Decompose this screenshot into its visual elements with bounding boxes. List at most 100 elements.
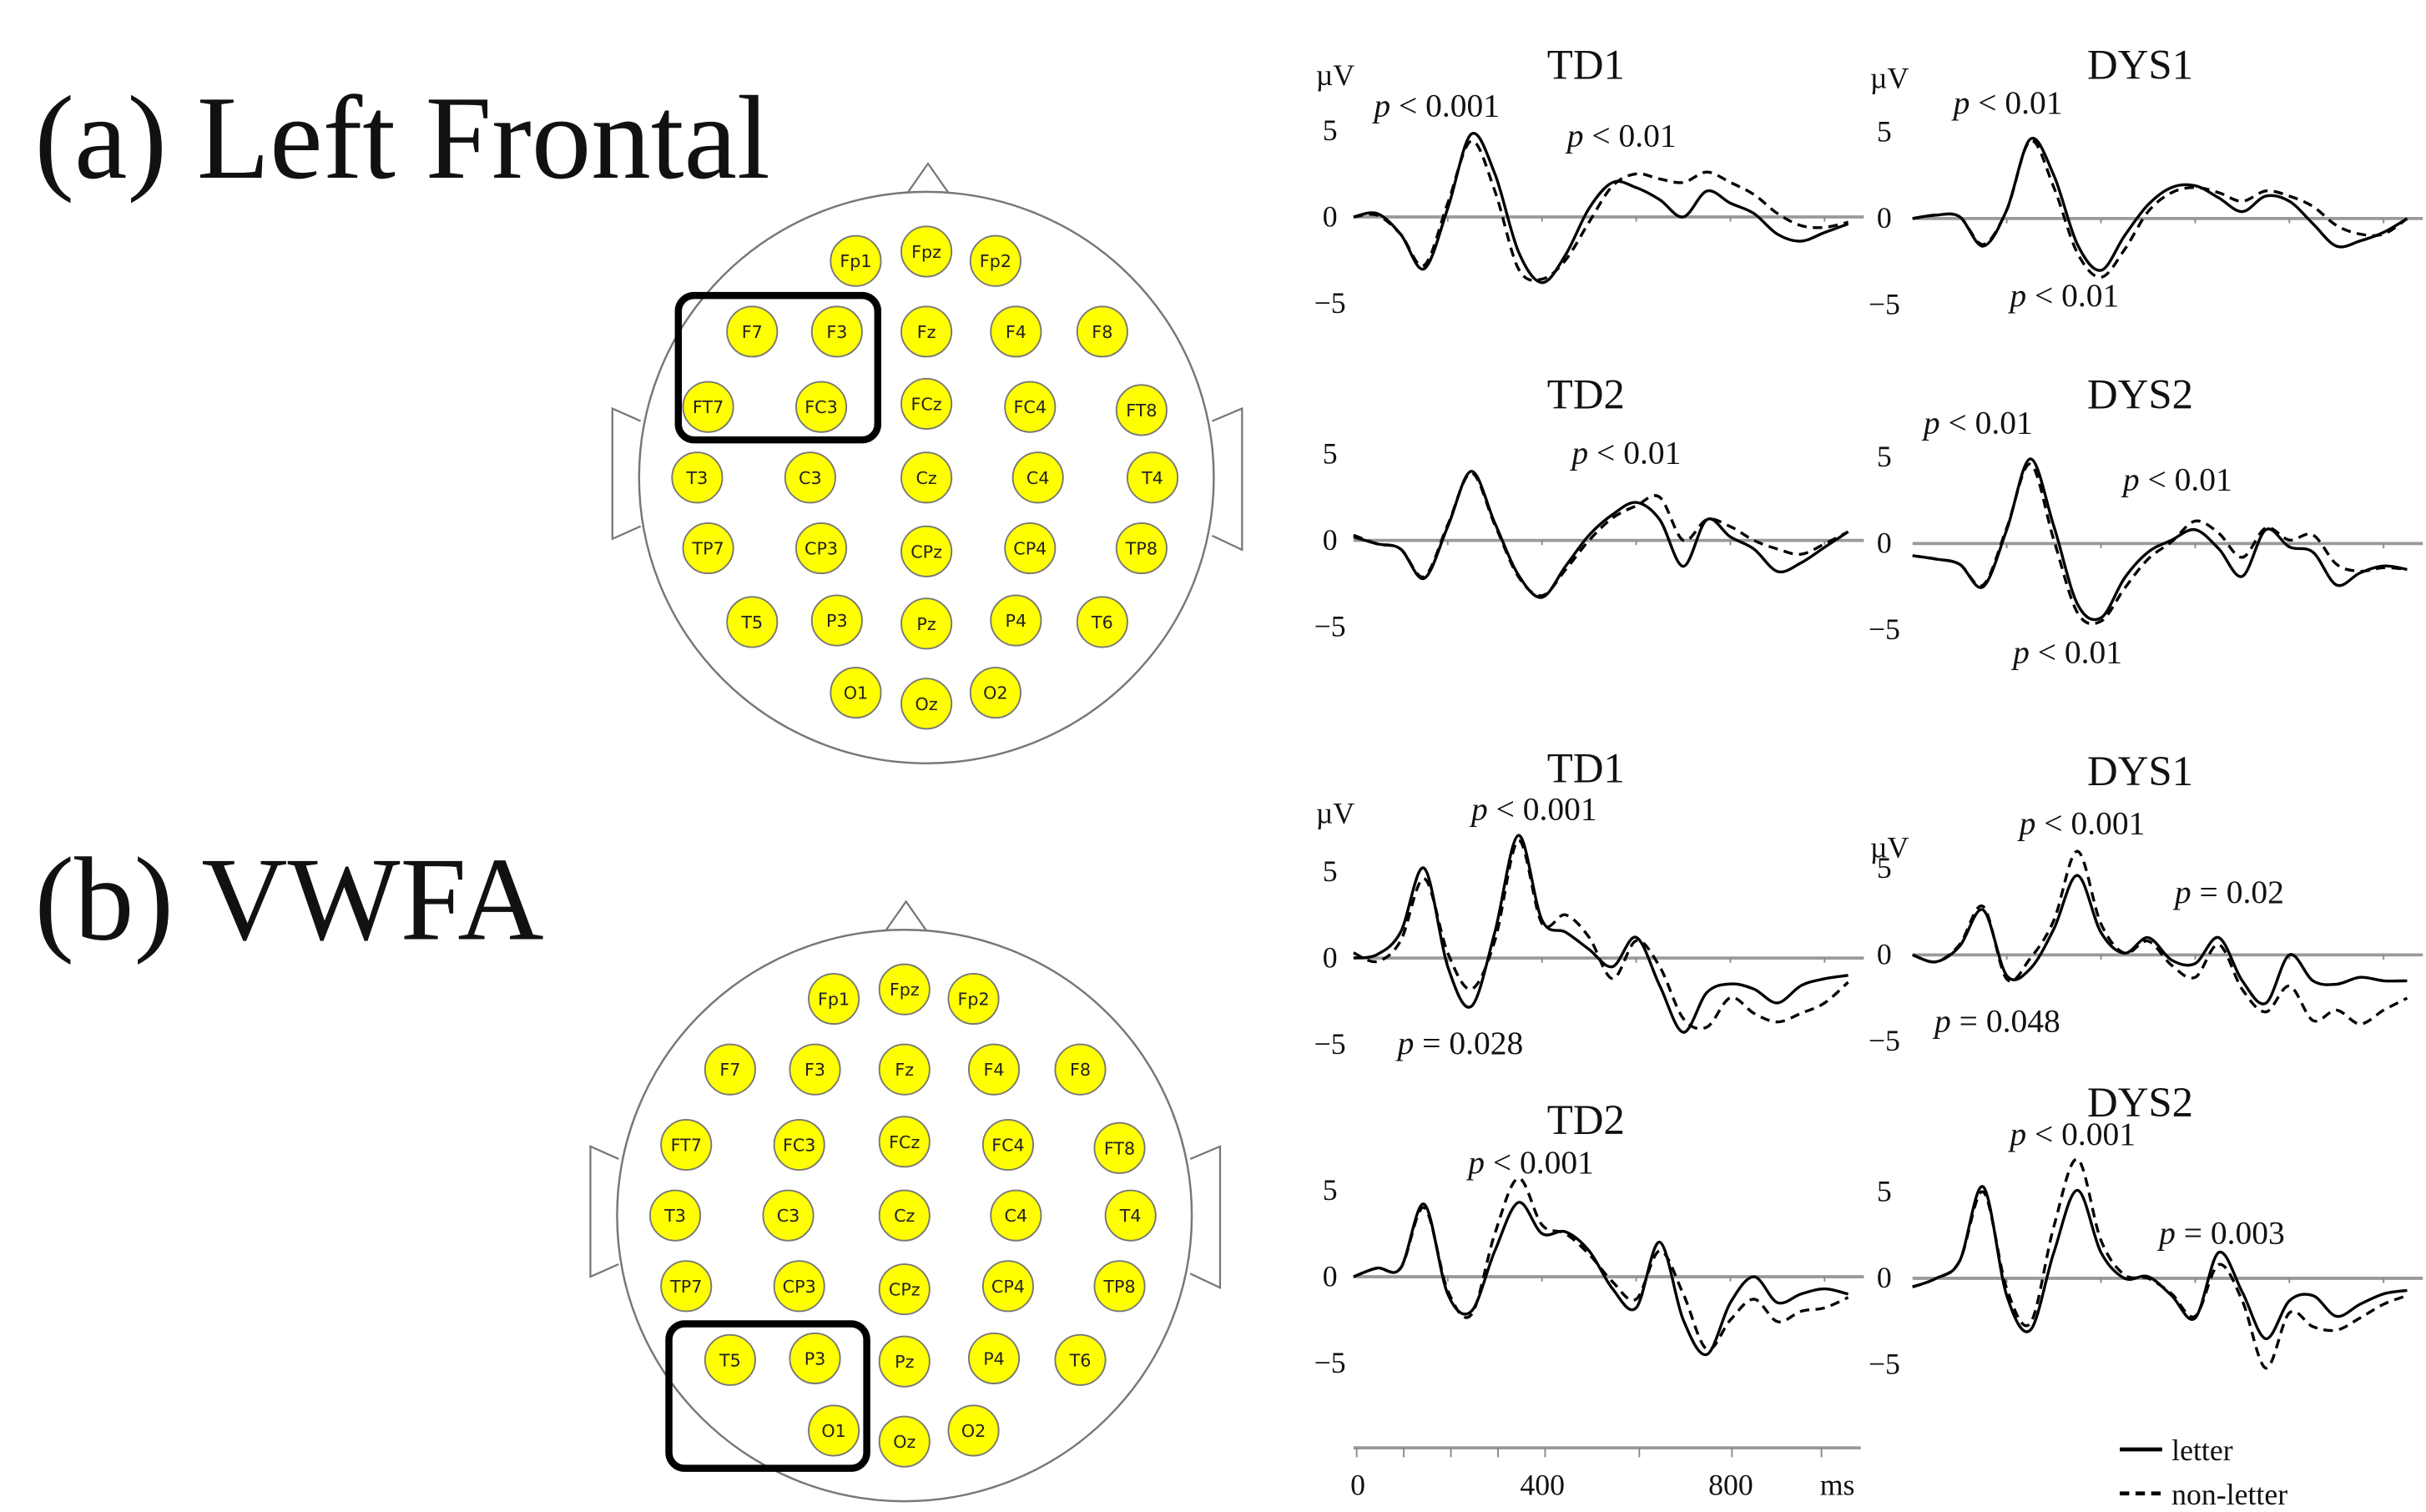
svg-text:CP3: CP3 xyxy=(783,1277,816,1297)
p-value-annotation: p < 0.001 xyxy=(2007,1116,2136,1152)
svg-text:Fp1: Fp1 xyxy=(840,251,871,271)
p-value-annotation: p < 0.001 xyxy=(1465,1144,1594,1181)
svg-text:Pz: Pz xyxy=(916,614,936,634)
legend-letter-label: letter xyxy=(2171,1434,2233,1467)
y-tick-label: 5 xyxy=(1323,854,1338,888)
y-tick-label: 0 xyxy=(1323,199,1338,233)
electrode-f7: F7 xyxy=(704,1043,756,1096)
electrode-fc4: FC4 xyxy=(981,1118,1035,1172)
electrode-t6: T6 xyxy=(1076,596,1128,648)
letter-waveform xyxy=(1353,470,1849,599)
electrode-p4: P4 xyxy=(967,1332,1021,1384)
y-tick-label: 0 xyxy=(1877,527,1892,560)
non-letter-waveform xyxy=(1353,471,1849,597)
electrode-cp3: CP3 xyxy=(795,522,848,575)
electrode-cz: Cz xyxy=(900,451,953,504)
electrode-fc3: FC3 xyxy=(795,381,848,433)
p-value-annotation: p < 0.001 xyxy=(2017,804,2146,841)
erp-plot-b-td2: TD2 5 0 −5 p < 0.001 xyxy=(1314,1096,1864,1379)
electrode-fpz: Fpz xyxy=(878,963,931,1016)
letter-waveform xyxy=(1353,131,1849,285)
electrode-c4: C4 xyxy=(990,1189,1042,1242)
non-letter-waveform xyxy=(1912,139,2408,279)
letter-waveform xyxy=(1353,834,1849,1034)
y-tick-label: 5 xyxy=(1877,1175,1892,1208)
y-tick-label: −5 xyxy=(1869,288,1900,321)
electrode-cpz: CPz xyxy=(878,1263,931,1316)
electrode-t4: T4 xyxy=(1104,1189,1157,1242)
svg-text:FT8: FT8 xyxy=(1126,401,1157,421)
svg-text:FCz: FCz xyxy=(911,394,942,414)
svg-text:FT7: FT7 xyxy=(671,1136,702,1156)
electrode-c4: C4 xyxy=(1011,451,1064,504)
electrode-f3: F3 xyxy=(789,1043,841,1096)
electrode-t4: T4 xyxy=(1127,451,1179,504)
electrode-cz: Cz xyxy=(878,1189,931,1242)
electrode-t5: T5 xyxy=(704,1333,756,1386)
electrode-fcz: FCz xyxy=(900,377,953,430)
svg-text:O2: O2 xyxy=(961,1421,986,1441)
svg-text:F7: F7 xyxy=(719,1060,740,1080)
letter-waveform xyxy=(1912,136,2408,272)
electrode-fpz: Fpz xyxy=(900,225,953,278)
plot-title: TD1 xyxy=(1547,744,1625,791)
svg-text:Fp2: Fp2 xyxy=(957,990,989,1010)
electrode-fp2: Fp2 xyxy=(969,234,1021,287)
svg-text:O1: O1 xyxy=(821,1421,845,1441)
electrode-cp3: CP3 xyxy=(773,1260,825,1313)
y-tick-label: −5 xyxy=(1314,609,1346,643)
svg-text:T5: T5 xyxy=(719,1350,741,1370)
svg-text:Fpz: Fpz xyxy=(890,980,920,1000)
erp-plot-b-dys1: DYS1 5 0 −5 µV p < 0.001 p = 0.02 p = 0.048 xyxy=(1869,748,2423,1057)
electrode-f4: F4 xyxy=(990,305,1042,358)
x-unit-label: ms xyxy=(1820,1469,1855,1502)
p-value-annotation: p = 0.02 xyxy=(2172,874,2284,910)
svg-text:Oz: Oz xyxy=(915,694,938,714)
y-tick-label: −5 xyxy=(1869,612,1900,646)
svg-text:Fp1: Fp1 xyxy=(818,990,850,1010)
y-tick-label: 5 xyxy=(1323,436,1338,470)
panel-b-title: (b) VWFA xyxy=(34,834,543,965)
svg-text:C3: C3 xyxy=(799,468,822,488)
y-tick-label: 5 xyxy=(1323,1173,1338,1207)
y-tick-label: 0 xyxy=(1877,1261,1892,1294)
electrode-fp2: Fp2 xyxy=(947,972,1000,1026)
p-value-annotation: p < 0.01 xyxy=(1569,434,1681,471)
p-value-annotation: p = 0.003 xyxy=(2156,1215,2285,1252)
non-letter-waveform xyxy=(1353,1177,1849,1352)
y-tick-label: 0 xyxy=(1323,940,1338,974)
x-tick-800: 800 xyxy=(1708,1469,1753,1502)
svg-text:T4: T4 xyxy=(1141,468,1163,488)
plot-title: TD1 xyxy=(1547,41,1625,88)
erp-plot-a-td2: TD2 5 0 −5 p < 0.01 xyxy=(1314,371,1864,643)
y-tick-label: 0 xyxy=(1877,201,1892,234)
electrode-ft7: FT7 xyxy=(660,1118,713,1172)
svg-text:F8: F8 xyxy=(1092,322,1112,342)
svg-text:C4: C4 xyxy=(1005,1206,1028,1226)
electrode-p3: P3 xyxy=(789,1332,841,1384)
electrode-p4: P4 xyxy=(990,594,1042,647)
electrode-t6: T6 xyxy=(1054,1333,1107,1386)
svg-text:F4: F4 xyxy=(983,1060,1004,1080)
p-value-annotation: p < 0.01 xyxy=(1951,84,2063,121)
electrode-cp4: CP4 xyxy=(1004,522,1057,575)
svg-text:F8: F8 xyxy=(1070,1060,1091,1080)
electrode-f7: F7 xyxy=(726,305,779,358)
svg-text:T3: T3 xyxy=(686,468,709,488)
p-value-annotation: p < 0.01 xyxy=(2121,461,2232,497)
erp-plot-a-td1: TD1 5 0 −5 µV p < 0.001 p < 0.01 xyxy=(1314,41,1864,320)
svg-text:Cz: Cz xyxy=(894,1206,915,1226)
electrode-o1: O1 xyxy=(830,667,882,719)
svg-text:T3: T3 xyxy=(663,1206,686,1226)
electrode-pz: Pz xyxy=(878,1335,931,1388)
svg-text:T6: T6 xyxy=(1091,612,1113,633)
plot-title: DYS1 xyxy=(2087,41,2193,88)
svg-text:P3: P3 xyxy=(804,1348,826,1368)
non-letter-waveform xyxy=(1353,839,1849,1031)
legend-non-letter-label: non-letter xyxy=(2171,1478,2287,1508)
svg-text:C4: C4 xyxy=(1026,468,1050,488)
svg-text:CPz: CPz xyxy=(910,542,942,562)
electrode-tp8: TP8 xyxy=(1115,522,1168,575)
non-letter-waveform xyxy=(1912,849,2408,1026)
